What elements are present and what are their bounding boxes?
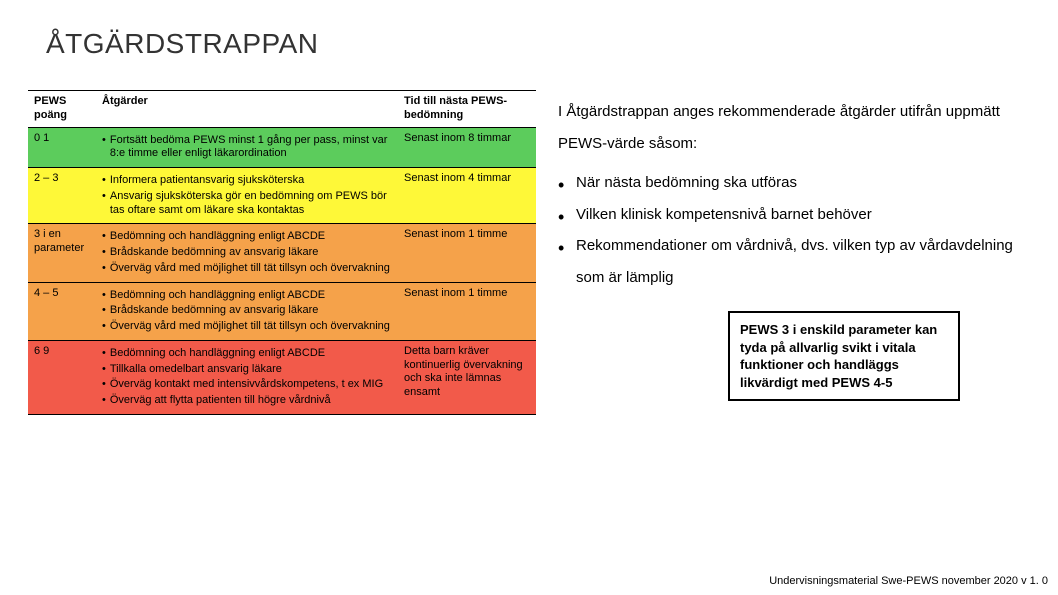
bullet-dot-icon: • [102, 304, 106, 318]
bullet-dot-icon: • [102, 134, 106, 162]
cell-actions: • Bedömning och handläggning enligt ABCDE… [96, 283, 398, 340]
action-text: Bedömning och handläggning enligt ABCDE [110, 347, 325, 361]
action-text: Informera patientansvarig sjuksköterska [110, 174, 304, 188]
pews-table: PEWS poäng Åtgärder Tid till nästa PEWS-… [28, 90, 536, 415]
cell-pews: 4 – 5 [28, 283, 96, 340]
action-text: Överväg kontakt med intensivvårdskompete… [110, 378, 383, 392]
bullet-dot-icon: • [102, 246, 106, 260]
right-panel: I Åtgärdstrappan anges rekommenderade åt… [558, 90, 1028, 415]
bullet-list: När nästa bedömning ska utföras Vilken k… [558, 167, 1028, 293]
cell-actions: • Bedömning och handläggning enligt ABCDE… [96, 224, 398, 281]
page-title: ÅTGÄRDSTRAPPAN [0, 0, 1058, 60]
action-bullet: • Överväg vård med möjlighet till tät til… [102, 262, 392, 276]
table-header-row: PEWS poäng Åtgärder Tid till nästa PEWS-… [28, 91, 536, 128]
table-row: 0 1•Fortsätt bedöma PEWS minst 1 gång pe… [28, 128, 536, 169]
bullet-dot-icon: • [102, 190, 106, 218]
action-text: Brådskande bedömning av ansvarig läkare [110, 246, 319, 260]
cell-pews: 3 i en parameter [28, 224, 96, 281]
action-bullet: • Överväg att flytta patienten till högre… [102, 394, 392, 408]
cell-pews: 6 9 [28, 341, 96, 414]
cell-time: Senast inom 4 timmar [398, 168, 536, 223]
action-bullet: • Brådskande bedömning av ansvarig läkare [102, 304, 392, 318]
action-text: Ansvarig sjuksköterska gör en bedömning … [110, 190, 392, 218]
table-row: 3 i en parameter • Bedömning och handläggn… [28, 224, 536, 282]
table-row: 6 9 • Bedömning och handläggning enligt AB… [28, 341, 536, 414]
action-bullet: • Brådskande bedömning av ansvarig läkare [102, 246, 392, 260]
intro-paragraph: I Åtgärdstrappan anges rekommenderade åt… [558, 96, 1028, 159]
th-actions: Åtgärder [96, 91, 398, 127]
bullet-dot-icon: • [102, 347, 106, 361]
bullet-dot-icon: • [102, 394, 106, 408]
bullet-item: Rekommendationer om vårdnivå, dvs. vilke… [558, 230, 1028, 293]
action-text: Överväg vård med möjlighet till tät till… [110, 262, 390, 276]
table-row: 4 – 5 • Bedömning och handläggning enligt … [28, 283, 536, 341]
th-pews: PEWS poäng [28, 91, 96, 127]
bullet-dot-icon: • [102, 230, 106, 244]
bullet-dot-icon: • [102, 378, 106, 392]
cell-pews: 2 – 3 [28, 168, 96, 223]
action-text: Överväg att flytta patienten till högre … [110, 394, 331, 408]
cell-actions: •Fortsätt bedöma PEWS minst 1 gång per p… [96, 128, 398, 168]
cell-actions: • Informera patientansvarig sjuksköterska… [96, 168, 398, 223]
cell-time: Senast inom 1 timme [398, 224, 536, 281]
cell-pews: 0 1 [28, 128, 96, 168]
action-text: Fortsätt bedöma PEWS minst 1 gång per pa… [110, 134, 392, 162]
cell-time: Senast inom 1 timme [398, 283, 536, 340]
action-text: Tillkalla omedelbart ansvarig läkare [110, 363, 282, 377]
action-bullet: • Bedömning och handläggning enligt ABCDE [102, 347, 392, 361]
action-bullet: • Överväg kontakt med intensivvårdskompet… [102, 378, 392, 392]
action-text: Överväg vård med möjlighet till tät till… [110, 320, 390, 334]
bullet-item: När nästa bedömning ska utföras [558, 167, 1028, 199]
action-text: Bedömning och handläggning enligt ABCDE [110, 230, 325, 244]
action-text: Bedömning och handläggning enligt ABCDE [110, 289, 325, 303]
action-bullet: • Bedömning och handläggning enligt ABCDE [102, 289, 392, 303]
action-bullet: • Överväg vård med möjlighet till tät til… [102, 320, 392, 334]
cell-time: Senast inom 8 timmar [398, 128, 536, 168]
action-bullet: •Fortsätt bedöma PEWS minst 1 gång per p… [102, 134, 392, 162]
action-bullet: • Tillkalla omedelbart ansvarig läkare [102, 363, 392, 377]
th-time: Tid till nästa PEWS-bedömning [398, 91, 536, 127]
cell-actions: • Bedömning och handläggning enligt ABCDE… [96, 341, 398, 414]
action-text: Brådskande bedömning av ansvarig läkare [110, 304, 319, 318]
bullet-dot-icon: • [102, 363, 106, 377]
footer-text: Undervisningsmaterial Swe-PEWS november … [769, 575, 1048, 587]
action-bullet: •Ansvarig sjuksköterska gör en bedömning… [102, 190, 392, 218]
action-bullet: • Bedömning och handläggning enligt ABCDE [102, 230, 392, 244]
bullet-dot-icon: • [102, 174, 106, 188]
note-box: PEWS 3 i enskild parameter kan tyda på a… [728, 311, 960, 401]
bullet-dot-icon: • [102, 320, 106, 334]
bullet-dot-icon: • [102, 262, 106, 276]
content-row: PEWS poäng Åtgärder Tid till nästa PEWS-… [0, 60, 1058, 415]
bullet-dot-icon: • [102, 289, 106, 303]
bullet-item: Vilken klinisk kompetensnivå barnet behö… [558, 199, 1028, 231]
table-row: 2 – 3•Informera patientansvarig sjuksköt… [28, 168, 536, 224]
cell-time: Detta barn kräver kontinuerlig övervakni… [398, 341, 536, 414]
action-bullet: • Informera patientansvarig sjuksköterska [102, 174, 392, 188]
